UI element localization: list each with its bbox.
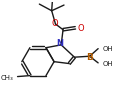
Text: O: O [51, 19, 58, 28]
Text: B: B [86, 52, 93, 61]
Text: O: O [78, 24, 84, 32]
Text: OH: OH [102, 46, 113, 52]
Text: CH₃: CH₃ [1, 74, 14, 80]
Text: N: N [57, 39, 64, 48]
Text: OH: OH [102, 61, 113, 67]
